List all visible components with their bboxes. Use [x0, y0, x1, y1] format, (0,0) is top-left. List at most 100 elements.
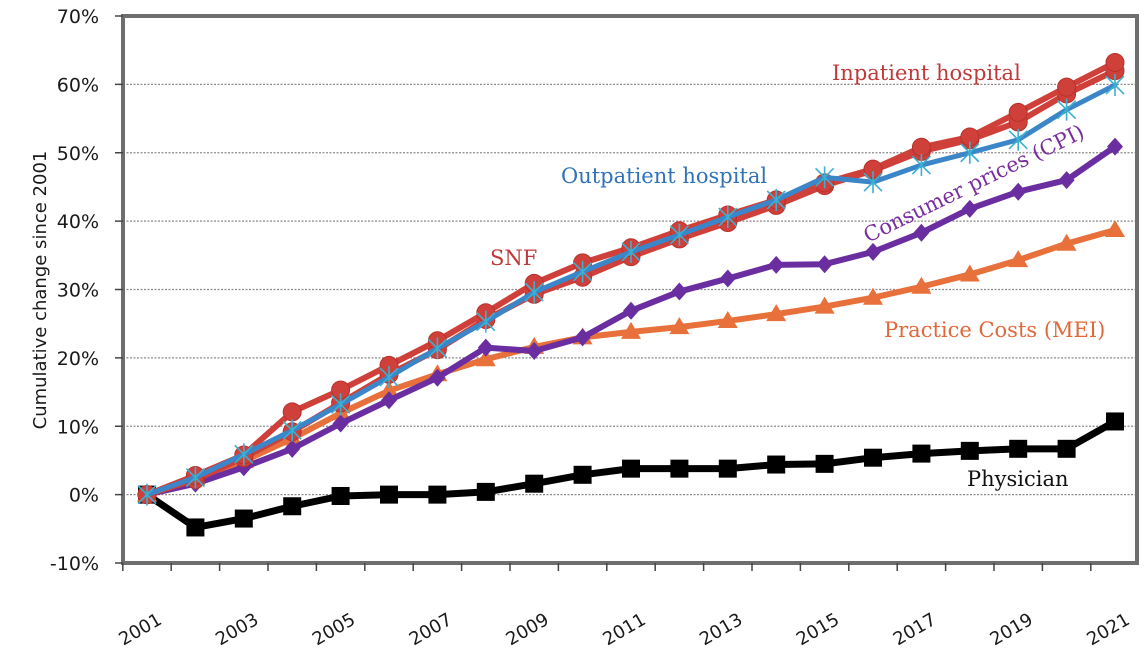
x-tick-label: 2009: [503, 609, 553, 650]
x-tick-label: 2015: [793, 609, 843, 650]
y-tick-label: 50%: [57, 143, 99, 165]
y-axis-label: Cumulative change since 2001: [30, 151, 51, 430]
data-point-asterisk: [1105, 74, 1125, 97]
x-tick-label: 2011: [599, 609, 649, 650]
data-point-circle: [1057, 77, 1077, 97]
y-tick-label: 10%: [57, 416, 99, 438]
data-point-triangle: [863, 287, 883, 305]
x-tick-label: 2017: [890, 609, 940, 650]
data-point-square: [331, 486, 350, 505]
data-point-asterisk: [573, 260, 593, 283]
data-point-asterisk: [331, 393, 351, 416]
annotation-practice-costs-mei: Practice Costs (MEI): [884, 318, 1105, 342]
data-point-diamond: [332, 414, 349, 433]
data-point-asterisk: [669, 223, 689, 246]
data-point-diamond: [477, 338, 494, 357]
data-point-asterisk: [815, 166, 835, 189]
data-point-diamond: [1058, 171, 1075, 190]
data-point-triangle: [1008, 250, 1029, 268]
data-point-diamond: [1010, 182, 1027, 201]
data-point-diamond: [865, 242, 881, 261]
data-point-asterisk: [718, 206, 738, 229]
data-point-asterisk: [1057, 98, 1077, 121]
y-axis-ticks: -10% 0% 10% 20% 30% 40% 50% 60% 70%: [50, 6, 123, 575]
x-tick-label: 2003: [212, 609, 262, 650]
data-point-triangle: [814, 296, 835, 314]
data-point-asterisk: [1008, 128, 1028, 151]
data-point-square: [283, 497, 302, 516]
data-point-triangle: [717, 310, 738, 328]
data-point-square: [234, 509, 253, 528]
data-point-square: [476, 482, 495, 501]
data-point-triangle: [911, 276, 932, 294]
data-point-diamond: [1107, 137, 1123, 156]
data-point-asterisk: [427, 337, 447, 360]
data-point-square: [428, 485, 447, 504]
series-outpatient-hospital: [137, 74, 1125, 506]
x-tick-label: 2007: [406, 609, 456, 650]
y-tick-label: 0%: [69, 485, 99, 507]
data-point-square: [380, 485, 398, 504]
data-point-square: [622, 459, 640, 478]
gridlines: [123, 83, 1137, 496]
data-point-square: [767, 455, 786, 474]
y-tick-label: 20%: [57, 348, 99, 370]
data-point-asterisk: [476, 310, 496, 333]
data-point-circle: [1105, 52, 1125, 72]
y-tick-label: 30%: [57, 280, 99, 302]
data-point-diamond: [381, 391, 397, 410]
data-point-triangle: [669, 317, 690, 335]
data-point-asterisk: [911, 154, 931, 177]
data-point-triangle: [621, 321, 641, 339]
x-tick-label: 2019: [987, 609, 1037, 650]
data-point-diamond: [913, 223, 930, 242]
data-point-square: [912, 444, 931, 463]
data-point-square: [1106, 412, 1124, 431]
data-point-asterisk: [137, 483, 157, 506]
data-point-circle: [1008, 102, 1028, 122]
data-point-diamond: [816, 255, 833, 274]
data-point-triangle: [959, 264, 980, 282]
data-point-triangle: [1105, 220, 1125, 238]
data-point-diamond: [574, 328, 591, 347]
data-point-square: [573, 465, 592, 484]
annotation-outpatient-hospital: Outpatient hospital: [561, 164, 767, 188]
data-point-asterisk: [185, 466, 205, 489]
data-point-asterisk: [379, 366, 399, 389]
data-point-square: [1009, 439, 1028, 458]
data-point-triangle: [379, 380, 399, 398]
data-point-square: [525, 474, 544, 493]
x-axis-ticks: 2001 2003 2005 2007 2009 2011 2013 2015 2017 2019…: [115, 563, 1134, 650]
data-point-square: [670, 459, 689, 478]
series-consumer-prices-cpi: [139, 137, 1123, 504]
data-point-asterisk: [234, 443, 254, 466]
data-point-diamond: [719, 269, 736, 288]
data-point-diamond: [671, 282, 688, 301]
annotation-inpatient-hospital: Inpatient hospital: [832, 61, 1021, 85]
data-point-diamond: [284, 439, 301, 458]
data-point-square: [864, 448, 882, 467]
x-tick-label: 2013: [696, 609, 746, 650]
data-point-triangle: [1056, 233, 1077, 251]
data-point-asterisk: [621, 240, 641, 263]
data-point-circle: [911, 137, 931, 157]
data-point-asterisk: [524, 281, 544, 304]
annotation-snf: SNF: [490, 246, 537, 270]
annotation-physician: Physician: [967, 467, 1069, 491]
y-tick-label: 70%: [57, 6, 99, 28]
series-group: [137, 52, 1125, 537]
data-point-asterisk: [766, 188, 786, 211]
data-point-square: [960, 441, 979, 460]
y-tick-label: 40%: [57, 211, 99, 233]
x-tick-label: 2021: [1083, 609, 1133, 650]
data-point-square: [1057, 439, 1076, 458]
data-point-square: [718, 459, 737, 478]
x-tick-label: 2005: [309, 609, 359, 650]
data-point-triangle: [475, 349, 496, 367]
data-point-diamond: [429, 368, 446, 387]
data-point-diamond: [961, 199, 978, 218]
data-point-asterisk: [282, 419, 302, 442]
y-tick-label: 60%: [57, 74, 99, 96]
data-point-square: [815, 454, 834, 473]
